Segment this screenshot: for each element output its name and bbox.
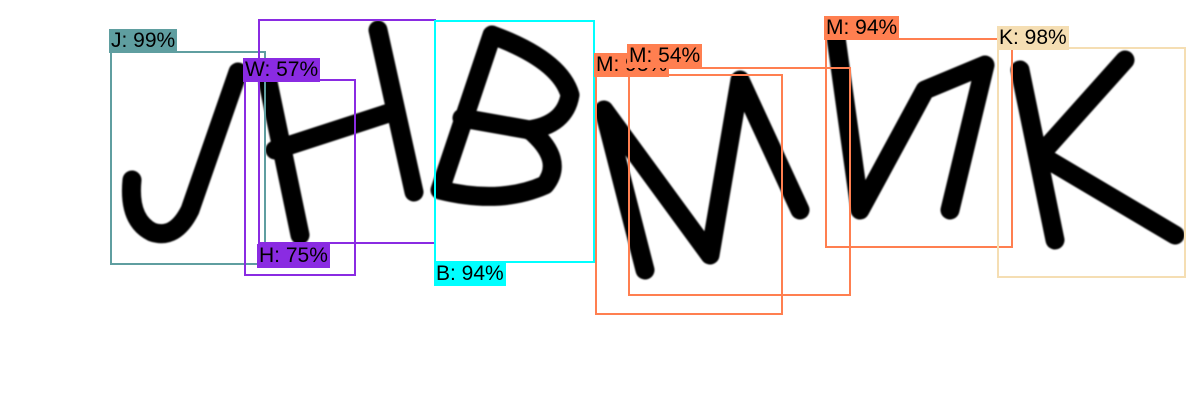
bbox-k: [997, 47, 1186, 278]
bbox-j: [110, 51, 266, 265]
captcha-glyph-b: [430, 25, 580, 206]
detection-label-k: K: 98%: [997, 26, 1069, 50]
captcha-glyph-j: [121, 62, 248, 244]
captcha-glyph-m1: [594, 70, 810, 280]
bbox-m2: [628, 67, 851, 296]
detection-label-w: W: 57%: [243, 58, 321, 82]
detection-label-b: B: 94%: [434, 262, 506, 286]
detection-label-m3: M: 94%: [824, 16, 900, 40]
detection-label-h: H: 75%: [257, 244, 330, 268]
bbox-m1: [595, 74, 783, 315]
detection-label-m2: M: 54%: [627, 44, 703, 68]
detection-label-j: J: 99%: [109, 29, 178, 53]
bbox-m3: [825, 38, 1013, 248]
captcha-glyph-h-left: [258, 72, 310, 245]
captcha-glyph-k: [1010, 50, 1185, 250]
captcha-glyph-m2: [825, 20, 995, 220]
captcha-glyph-h-bar: [265, 102, 402, 160]
bbox-b: [434, 20, 595, 263]
